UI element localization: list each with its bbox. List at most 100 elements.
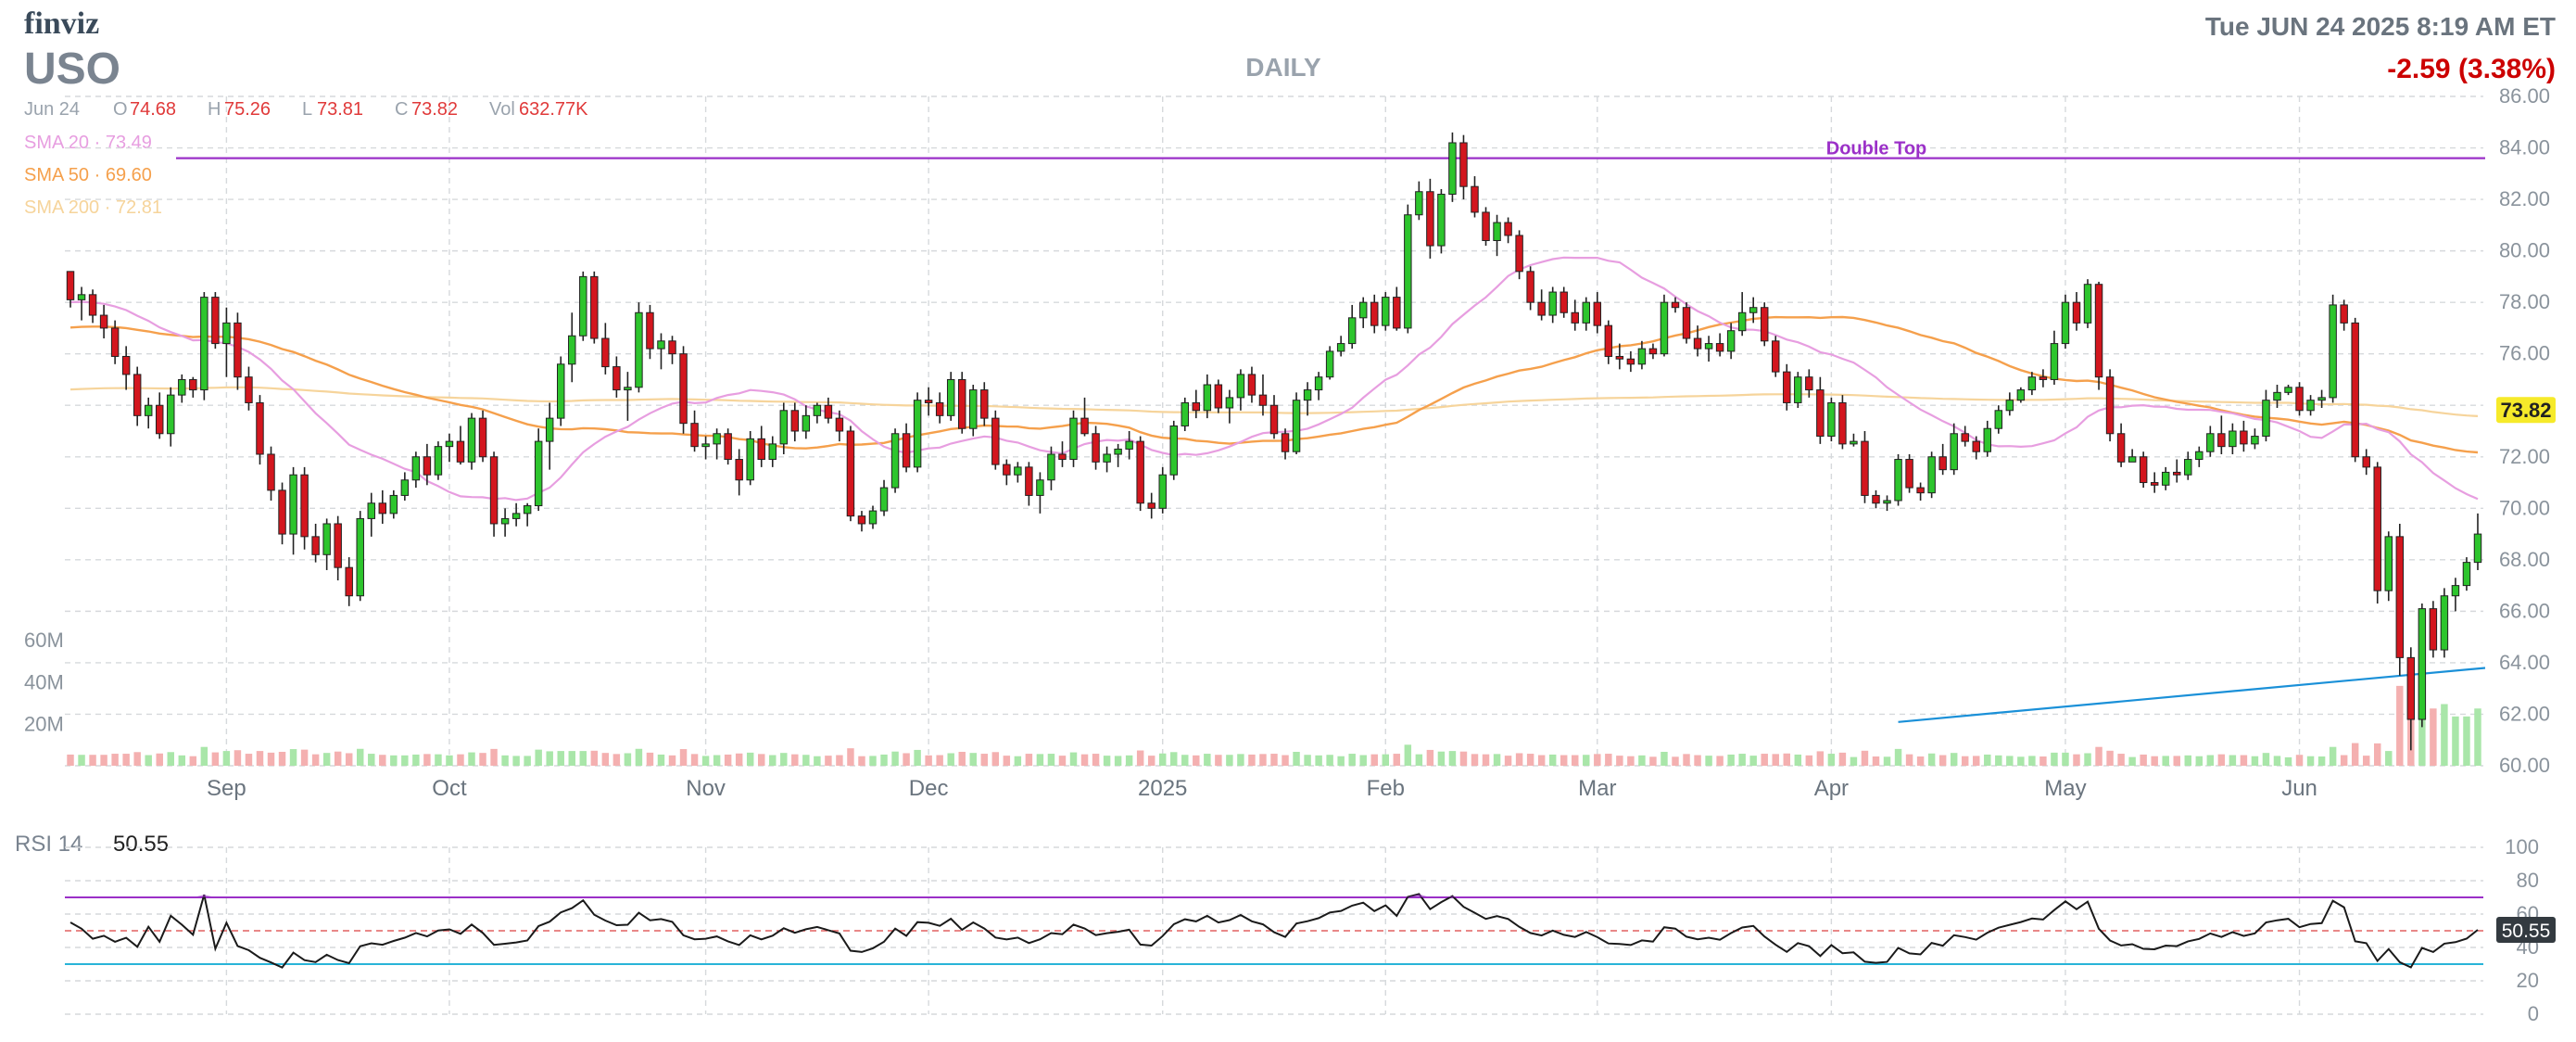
volume-bar bbox=[936, 755, 943, 766]
volume-bar bbox=[156, 753, 163, 766]
candle bbox=[1493, 214, 1501, 257]
candle-body bbox=[1927, 456, 1936, 494]
volume-bar bbox=[1370, 754, 1378, 766]
volume-bar bbox=[1226, 755, 1233, 766]
volume-bar bbox=[1938, 755, 1947, 766]
volume-bar bbox=[1605, 754, 1612, 766]
rsi-tick-label: 0 bbox=[2528, 1002, 2539, 1025]
volume-bar bbox=[836, 755, 843, 766]
candle-body bbox=[1559, 291, 1568, 313]
candle-body bbox=[1571, 311, 1579, 324]
candle bbox=[1604, 320, 1613, 364]
volume-bar bbox=[1526, 754, 1534, 766]
candle-body bbox=[735, 459, 743, 481]
candle-body bbox=[110, 327, 120, 357]
sma50-legend: SMA 50 · 69.60 bbox=[24, 165, 152, 185]
y-tick-label: 78.00 bbox=[2499, 290, 2550, 313]
candle-body bbox=[1058, 453, 1067, 461]
candle bbox=[1905, 453, 1913, 493]
volume-bar bbox=[925, 755, 932, 766]
candle-body bbox=[2116, 433, 2126, 463]
candle-body bbox=[1648, 348, 1658, 355]
candle-body bbox=[1203, 384, 1212, 412]
logo[interactable]: finviz bbox=[24, 6, 99, 41]
candle bbox=[713, 428, 721, 460]
sma-legend: SMA 20 · 73.49 SMA 50 · 69.60 SMA 200 · … bbox=[24, 133, 162, 218]
candle bbox=[980, 382, 989, 426]
support-trend-line[interactable] bbox=[1898, 667, 2486, 723]
volume-bar bbox=[78, 755, 85, 766]
candle-body bbox=[2406, 656, 2416, 720]
candle bbox=[2262, 389, 2270, 442]
y-tick-label: 60.00 bbox=[2499, 754, 2550, 777]
candle bbox=[657, 333, 665, 370]
candle bbox=[2451, 578, 2460, 612]
candle bbox=[110, 320, 120, 364]
candle-body bbox=[1872, 494, 1880, 504]
candle bbox=[2050, 330, 2059, 386]
candle-body bbox=[467, 417, 476, 463]
volume-bar bbox=[89, 755, 96, 766]
candle-body bbox=[690, 423, 699, 448]
candle bbox=[2072, 292, 2081, 331]
x-tick-label: Mar bbox=[1578, 776, 1616, 801]
candle bbox=[1247, 366, 1256, 403]
volume-bar bbox=[980, 754, 989, 766]
candle bbox=[1336, 336, 1345, 357]
candle bbox=[2016, 387, 2026, 403]
candle-body bbox=[1147, 502, 1155, 509]
volume-bar bbox=[211, 752, 220, 766]
candle-body bbox=[1582, 301, 1591, 324]
volume-bar bbox=[1125, 755, 1133, 766]
candle bbox=[957, 372, 966, 434]
volume-bar bbox=[100, 755, 107, 766]
volume-bar bbox=[1282, 755, 1289, 766]
candle-body bbox=[969, 389, 978, 429]
candle-body bbox=[2351, 322, 2359, 458]
candle bbox=[222, 307, 231, 377]
ohlc-date: Jun 24 bbox=[24, 99, 80, 120]
candle-body bbox=[2273, 391, 2281, 401]
volume-bar bbox=[679, 749, 688, 766]
candle-body bbox=[1693, 337, 1702, 349]
candle-body bbox=[2440, 595, 2449, 651]
volume-bar bbox=[512, 756, 520, 766]
candle-body bbox=[144, 404, 153, 416]
y-tick-label: 70.00 bbox=[2499, 496, 2550, 519]
candle bbox=[1961, 426, 1969, 447]
volume-bar bbox=[1594, 754, 1601, 766]
volume-bar bbox=[1047, 754, 1055, 766]
volume-bar bbox=[1025, 754, 1033, 766]
volume-bar bbox=[814, 756, 821, 766]
candle bbox=[2418, 604, 2427, 728]
volume-bar bbox=[401, 755, 409, 766]
candle-body bbox=[946, 378, 955, 416]
candle-body bbox=[568, 335, 576, 365]
rsi-overbought-fill bbox=[193, 895, 205, 897]
volume-bar bbox=[345, 753, 353, 766]
volume-bar bbox=[791, 754, 799, 766]
volume-bar bbox=[2006, 756, 2014, 766]
volume-bar bbox=[713, 755, 721, 766]
candle-body bbox=[2329, 304, 2337, 399]
volume-bar bbox=[1459, 751, 1468, 766]
candle bbox=[1805, 369, 1813, 398]
candle-body bbox=[1950, 433, 1958, 471]
candle bbox=[1704, 336, 1713, 362]
candle-body bbox=[1336, 343, 1345, 352]
candle-body bbox=[1537, 301, 1546, 316]
candle-body bbox=[779, 410, 789, 445]
sma50-line bbox=[69, 315, 2479, 454]
volume-bar bbox=[769, 755, 777, 766]
candle bbox=[601, 323, 610, 375]
candle bbox=[2462, 557, 2471, 591]
candle-body bbox=[1404, 214, 1412, 329]
candle bbox=[133, 366, 142, 426]
candle bbox=[189, 376, 197, 398]
candle bbox=[1537, 289, 1546, 321]
volume-bar bbox=[1293, 751, 1300, 766]
candle bbox=[456, 426, 465, 465]
volume-bar bbox=[457, 754, 464, 766]
rsi-tick-label: 100 bbox=[2505, 835, 2539, 858]
candle bbox=[2251, 428, 2259, 450]
